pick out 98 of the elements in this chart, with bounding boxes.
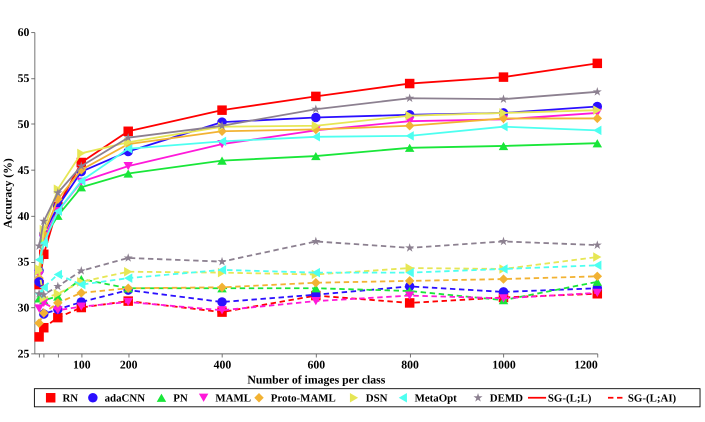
point [592,240,602,249]
legend-label: RN [62,392,78,404]
point [312,121,320,131]
legend-label: adaCNN [104,392,146,404]
point [39,216,48,226]
y-tick-label: 55 [18,72,30,86]
point [498,274,508,284]
point [404,298,414,308]
point [498,72,508,82]
point [405,93,414,102]
point [593,105,602,115]
point [592,114,602,124]
point [312,132,320,142]
point [405,243,414,252]
point [54,289,62,298]
x-tick-label: 600 [307,358,326,372]
point [311,236,320,246]
legend-label: MAML [215,392,251,404]
x-tick-label: 1000 [492,358,516,372]
legend-label: MetaOpt [414,392,458,404]
text: SG-(L;AI) [628,392,677,404]
point [34,318,44,328]
point [124,253,133,262]
point [593,260,602,270]
point [404,78,414,88]
point [34,241,44,250]
point [53,188,62,197]
point [311,152,321,160]
point [217,306,227,314]
x-tick-label: 1200 [574,358,598,372]
y-axis-title: Accuracy (%) [1,158,14,228]
x-tick-label: 800 [401,358,420,372]
point [124,144,132,154]
x-axis-title: Number of images per class [247,374,386,387]
point [592,139,602,148]
y-tick-label: 50 [18,118,30,132]
point [77,148,86,158]
y-tick-label: 35 [18,256,30,269]
point [498,236,508,246]
point [592,58,602,68]
point [404,144,414,152]
y-tick-label: 45 [18,164,30,177]
point [124,132,133,142]
point [592,87,602,96]
point [76,183,86,192]
point [311,112,321,122]
point [406,131,414,141]
point [54,270,62,280]
point [40,282,48,292]
point [218,265,226,275]
point [34,304,44,313]
point [124,273,132,283]
x-tick-label: 100 [72,358,91,372]
point [311,296,321,306]
point [53,312,63,322]
y-tick-label: 30 [18,302,30,315]
point [76,266,86,275]
point [498,142,508,150]
point [311,278,321,288]
x-tick-label: 200 [120,358,138,372]
point [218,256,227,266]
point [593,252,602,262]
point [593,126,602,136]
point [123,169,133,178]
point [218,136,226,146]
point [404,276,414,286]
point [592,272,602,282]
point [34,332,44,342]
text: SG-(L;L) [548,392,592,404]
y-tick-label: 40 [18,210,30,223]
point [404,291,414,300]
legend-label: PN [173,392,188,404]
point [76,288,86,298]
point [123,162,133,170]
point [40,238,48,248]
point [34,255,44,265]
point [53,298,63,308]
point [404,121,414,131]
point [77,280,86,290]
point [123,126,133,136]
point [217,297,227,307]
point [217,105,227,115]
point [498,94,508,103]
point [311,104,320,114]
point [499,122,508,132]
legend-label: DSN [366,392,388,404]
x-tick-label: 400 [214,358,232,372]
y-tick-label: 25 [18,347,30,360]
point [76,161,86,170]
legend-label: DEMD [490,392,524,404]
point [124,266,132,276]
point [217,156,227,165]
y-tick-label: 60 [18,26,30,40]
point [406,268,414,278]
point [406,263,414,273]
point [53,282,62,290]
legend-label: Proto-MAML [270,392,336,404]
point [311,92,321,102]
